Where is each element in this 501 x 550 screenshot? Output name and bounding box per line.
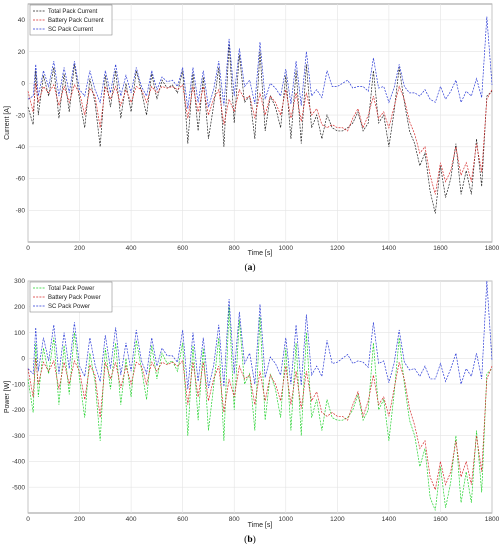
x-tick-label: 1600 bbox=[433, 245, 448, 252]
chart-panel-a: 0 200 400 600 800 1000 1200 1400 1600 180040200-2… bbox=[4, 3, 500, 273]
x-axis-label-b: Time [s] bbox=[248, 522, 273, 529]
legend-label-b-0: Total Pack Power bbox=[48, 286, 94, 292]
x-tick-label: 1800 bbox=[485, 516, 500, 523]
grid-a bbox=[27, 4, 493, 242]
caption-b: (b) bbox=[244, 534, 256, 545]
y-tick-label: -300 bbox=[12, 433, 25, 440]
x-tick-label: 1000 bbox=[279, 516, 294, 523]
x-tick-label: 800 bbox=[229, 245, 240, 252]
y-tick-label: 40 bbox=[18, 17, 26, 24]
y-axis-label-a: Current [A] bbox=[4, 106, 11, 140]
x-tick-label: 1200 bbox=[330, 245, 345, 252]
x-tick-label: 1200 bbox=[330, 516, 345, 523]
x-tick-label: 400 bbox=[126, 245, 137, 252]
legend-label-a-2: SC Pack Current bbox=[48, 27, 93, 33]
series-line-b-0 bbox=[27, 306, 493, 511]
series-line-a-0 bbox=[27, 43, 493, 214]
x-tick-label: 200 bbox=[74, 516, 85, 523]
series-group-a bbox=[27, 16, 493, 214]
y-tick-label: 100 bbox=[14, 330, 25, 337]
y-tick-label: -40 bbox=[16, 144, 26, 151]
x-tick-label: 200 bbox=[74, 245, 85, 252]
series-line-a-1 bbox=[27, 83, 493, 195]
y-tick-label: 300 bbox=[14, 278, 25, 285]
legend-label-b-1: Battery Pack Power bbox=[48, 295, 101, 301]
y-tick-label: -400 bbox=[12, 459, 25, 466]
x-tick-label: 1800 bbox=[485, 245, 500, 252]
x-tick-label: 0 bbox=[26, 245, 30, 252]
ticks-b: 0 200 400 600 800 1000 1200 1400 1600 18003002001… bbox=[12, 278, 500, 523]
legend-label-a-1: Battery Pack Current bbox=[48, 18, 104, 24]
x-tick-label: 1600 bbox=[433, 516, 448, 523]
legend-label-b-2: SC Pack Power bbox=[48, 304, 90, 310]
x-tick-label: 1400 bbox=[382, 516, 397, 523]
x-tick-label: 1400 bbox=[382, 245, 397, 252]
series-line-a-2 bbox=[27, 16, 493, 109]
x-tick-label: 800 bbox=[229, 516, 240, 523]
y-axis-label-b: Power [W] bbox=[4, 381, 11, 413]
legend-a: Total Pack Current Battery Pack Current SC… bbox=[29, 4, 113, 36]
y-tick-label: 0 bbox=[21, 81, 25, 88]
chart-panel-b: 0 200 400 600 800 1000 1200 1400 1600 18003002001… bbox=[4, 278, 500, 545]
x-tick-label: 600 bbox=[177, 516, 188, 523]
y-tick-label: 0 bbox=[21, 356, 25, 363]
x-tick-label: 600 bbox=[177, 245, 188, 252]
legend-b: Total Pack Power Battery Pack Power SC Pac… bbox=[29, 281, 113, 313]
y-tick-label: -20 bbox=[16, 112, 26, 119]
x-tick-label: 0 bbox=[26, 516, 30, 523]
y-tick-label: -80 bbox=[16, 207, 26, 214]
caption-a: (a) bbox=[244, 262, 255, 273]
series-line-b-1 bbox=[27, 358, 493, 492]
y-tick-label: -60 bbox=[16, 176, 26, 183]
legend-label-a-0: Total Pack Current bbox=[48, 9, 98, 15]
x-axis-label-a: Time [s] bbox=[248, 250, 273, 257]
y-tick-label: -200 bbox=[12, 407, 25, 414]
y-tick-label: 200 bbox=[14, 304, 25, 311]
y-tick-label: -500 bbox=[12, 484, 25, 491]
series-group-b bbox=[27, 280, 493, 511]
x-tick-label: 1000 bbox=[279, 245, 294, 252]
y-tick-label: -100 bbox=[12, 381, 25, 388]
y-tick-label: 20 bbox=[18, 49, 26, 56]
series-line-b-2 bbox=[27, 280, 493, 390]
x-tick-label: 400 bbox=[126, 516, 137, 523]
ticks-a: 0 200 400 600 800 1000 1200 1400 1600 180040200-2… bbox=[16, 17, 500, 252]
